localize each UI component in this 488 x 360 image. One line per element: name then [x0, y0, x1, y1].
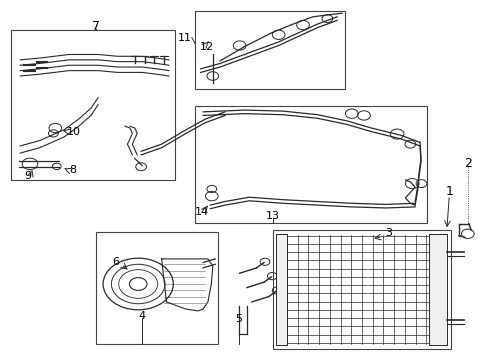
Text: 8: 8	[69, 165, 76, 175]
Text: 1: 1	[445, 185, 452, 198]
Bar	[276, 234, 286, 345]
Text: 10: 10	[67, 127, 81, 136]
Bar	[11, 31, 175, 180]
Text: 5: 5	[235, 314, 242, 324]
Text: 14: 14	[194, 207, 208, 217]
Bar	[428, 234, 447, 345]
Text: 3: 3	[384, 228, 391, 238]
Text: 12: 12	[199, 42, 213, 52]
Bar	[272, 230, 450, 349]
Text: 2: 2	[463, 157, 471, 170]
Bar	[96, 231, 217, 344]
Text: 4: 4	[138, 311, 145, 320]
Bar	[195, 107, 427, 223]
Text: 9: 9	[24, 171, 31, 181]
Text: 7: 7	[92, 20, 100, 33]
Text: 6: 6	[112, 257, 119, 267]
Text: 13: 13	[265, 211, 279, 221]
Bar	[195, 11, 344, 89]
Text: 11: 11	[178, 33, 192, 42]
